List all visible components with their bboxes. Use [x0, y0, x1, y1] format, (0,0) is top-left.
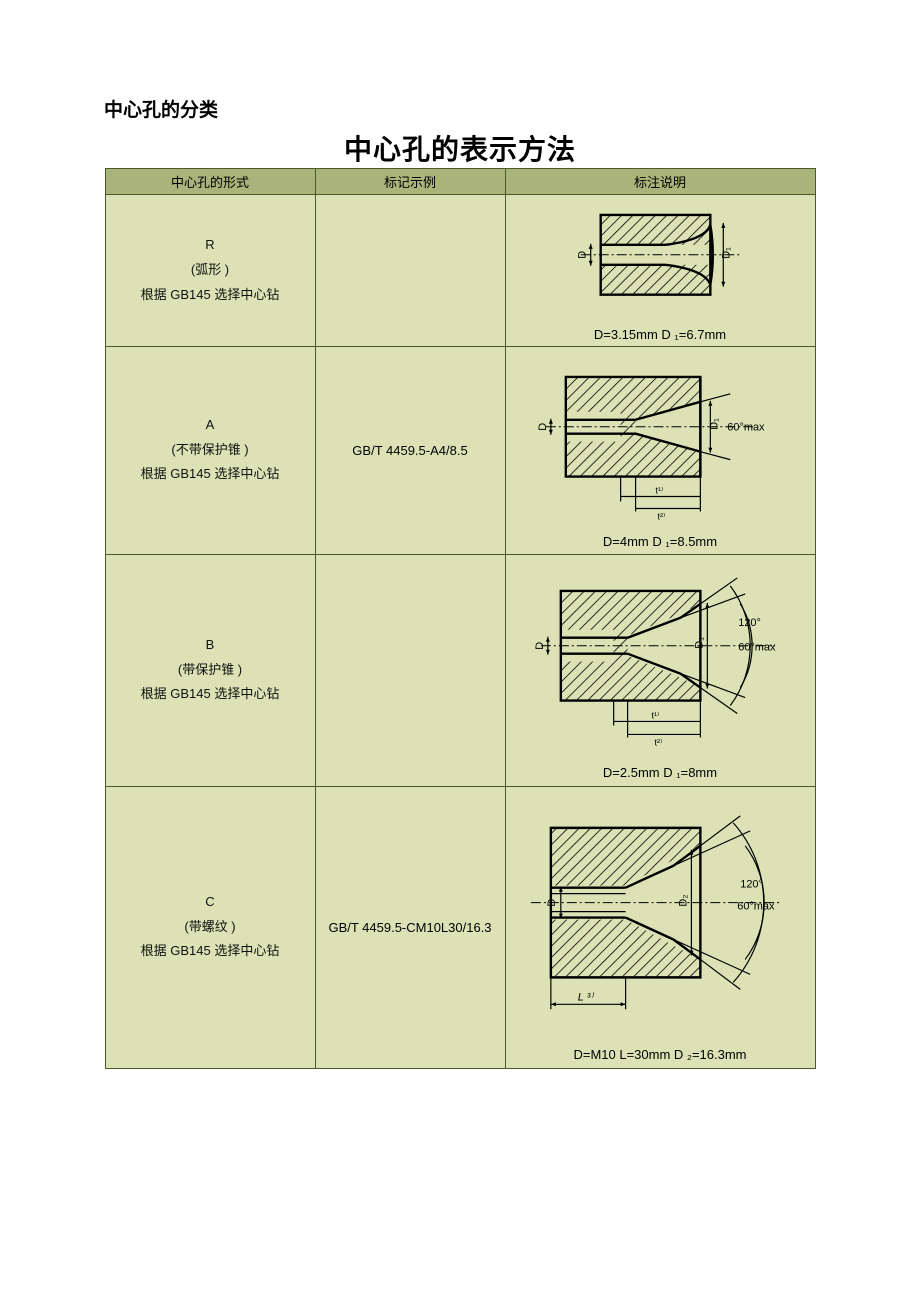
caption-b: D=2.5mm D ₁=8mm	[506, 763, 815, 784]
col-header-desc: 标注说明	[505, 169, 815, 195]
mark-cell-c: GB/T 4459.5-CM10L30/16.3	[315, 786, 505, 1068]
form-note: 根据 GB145 选择中心钻	[106, 462, 315, 487]
dim-D: D	[545, 899, 557, 907]
dim-L: L ³⁾	[577, 991, 594, 1003]
dim-D2: D₂	[677, 894, 689, 906]
dim-t2: t²⁾	[657, 512, 665, 522]
mark-cell-r	[315, 195, 505, 347]
diagram-cell-c: D D₂ 120° 60°max L ³⁾	[505, 786, 815, 1068]
dim-t2: t²⁾	[654, 737, 662, 747]
table-row: B (带保护锥 ) 根据 GB145 选择中心钻	[105, 554, 815, 786]
mark-cell-b	[315, 554, 505, 786]
table-row: C (带螺纹 ) 根据 GB145 选择中心钻 GB/T 4459.5-CM10…	[105, 786, 815, 1068]
form-note: 根据 GB145 选择中心钻	[106, 283, 315, 308]
angle-60: 60°max	[737, 901, 775, 913]
form-cell-c: C (带螺纹 ) 根据 GB145 选择中心钻	[105, 786, 315, 1068]
page-title: 中心孔的表示方法	[60, 128, 860, 168]
dim-D1: D₁	[693, 637, 705, 649]
angle-120: 120°	[740, 879, 763, 891]
table-row: R (弧形 ) 根据 GB145 选择中心钻	[105, 195, 815, 347]
table-header-row: 中心孔的形式 标记示例 标注说明	[105, 169, 815, 195]
diagram-cell-b: D D₁ 120° 60°max t¹⁾	[505, 554, 815, 786]
form-cell-r: R (弧形 ) 根据 GB145 选择中心钻	[105, 195, 315, 347]
center-hole-table: 中心孔的形式 标记示例 标注说明 R (弧形 ) 根据 GB145 选择中心钻	[105, 168, 816, 1069]
form-letter: C	[106, 890, 315, 915]
diagram-cell-r: D D₁ D=3.15mm D ₁=6.7mm	[505, 195, 815, 347]
caption-r: D=3.15mm D ₁=6.7mm	[506, 325, 815, 346]
diagram-r-icon: D D₁	[506, 195, 815, 325]
section-title: 中心孔的分类	[104, 95, 860, 122]
form-letter: R	[106, 233, 315, 258]
dim-D: D	[536, 423, 548, 431]
dim-t1: t¹⁾	[651, 710, 659, 720]
form-sub: (不带保护锥 )	[106, 438, 315, 463]
col-header-mark: 标记示例	[315, 169, 505, 195]
form-sub: (带螺纹 )	[106, 915, 315, 940]
caption-c: D=M10 L=30mm D ₂=16.3mm	[506, 1045, 815, 1066]
diagram-a-icon: D D₁ 60°max t¹⁾ t²⁾	[506, 347, 815, 531]
angle-120: 120°	[738, 617, 761, 629]
mark-cell-a: GB/T 4459.5-A4/8.5	[315, 346, 505, 554]
form-note: 根据 GB145 选择中心钻	[106, 682, 315, 707]
col-header-form: 中心孔的形式	[105, 169, 315, 195]
form-letter: B	[106, 633, 315, 658]
diagram-b-icon: D D₁ 120° 60°max t¹⁾	[506, 556, 815, 763]
table-row: A (不带保护锥 ) 根据 GB145 选择中心钻 GB/T 4459.5-A4…	[105, 346, 815, 554]
diagram-c-icon: D D₂ 120° 60°max L ³⁾	[506, 788, 815, 1045]
angle-60: 60°max	[727, 422, 765, 434]
form-cell-b: B (带保护锥 ) 根据 GB145 选择中心钻	[105, 554, 315, 786]
dim-D1: D₁	[708, 418, 720, 430]
form-letter: A	[106, 413, 315, 438]
form-sub: (带保护锥 )	[106, 658, 315, 683]
form-cell-a: A (不带保护锥 ) 根据 GB145 选择中心钻	[105, 346, 315, 554]
dim-D: D	[533, 642, 545, 650]
form-sub: (弧形 )	[106, 258, 315, 283]
form-note: 根据 GB145 选择中心钻	[106, 939, 315, 964]
angle-60: 60°max	[738, 642, 776, 654]
caption-a: D=4mm D ₁=8.5mm	[506, 532, 815, 553]
dim-D1: D₁	[720, 247, 732, 259]
dim-D: D	[576, 251, 588, 259]
diagram-cell-a: D D₁ 60°max t¹⁾ t²⁾	[505, 346, 815, 554]
dim-t1: t¹⁾	[655, 486, 663, 496]
